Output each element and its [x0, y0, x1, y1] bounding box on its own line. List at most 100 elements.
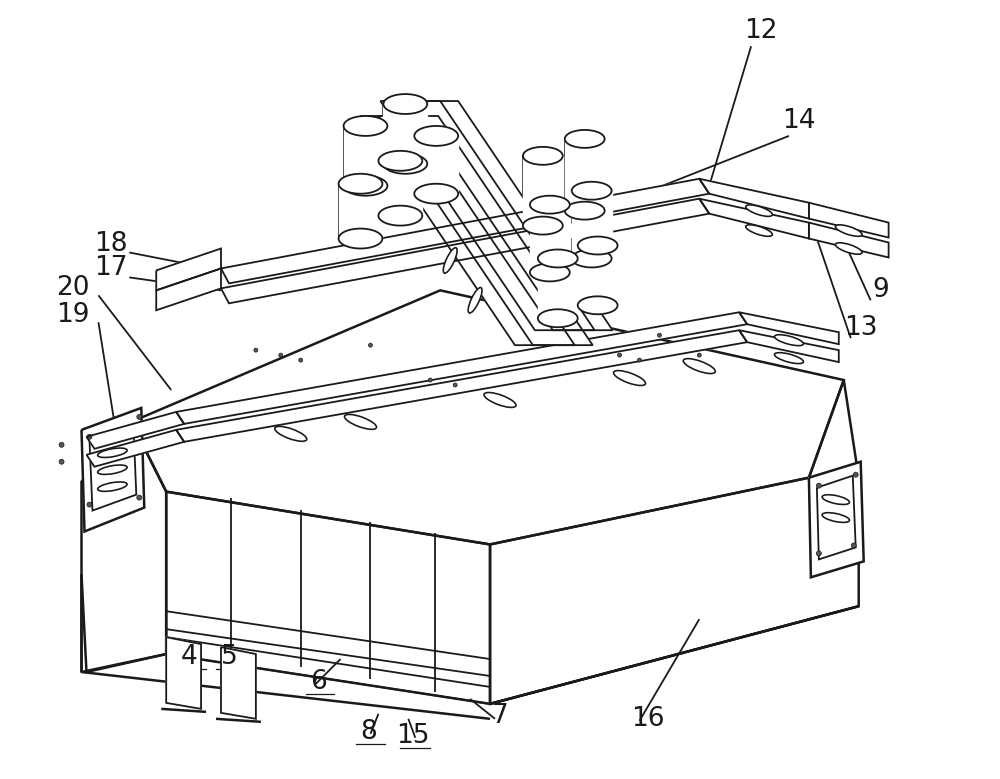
Polygon shape — [398, 101, 613, 330]
Ellipse shape — [835, 243, 862, 254]
Text: 18: 18 — [94, 231, 128, 256]
Ellipse shape — [378, 151, 422, 171]
Polygon shape — [221, 178, 709, 284]
Text: 8: 8 — [360, 719, 377, 745]
Ellipse shape — [528, 228, 532, 233]
Ellipse shape — [816, 483, 821, 488]
Polygon shape — [221, 647, 256, 719]
Polygon shape — [166, 492, 490, 704]
Ellipse shape — [572, 249, 612, 267]
Polygon shape — [176, 330, 747, 442]
Polygon shape — [156, 249, 221, 291]
Text: 17: 17 — [94, 256, 128, 281]
Polygon shape — [378, 160, 422, 216]
Ellipse shape — [98, 465, 127, 474]
Ellipse shape — [339, 228, 382, 249]
Ellipse shape — [368, 344, 372, 347]
Text: 7: 7 — [492, 703, 508, 729]
Text: 15: 15 — [397, 723, 430, 749]
Text: 4: 4 — [181, 644, 197, 670]
Ellipse shape — [618, 353, 622, 357]
Polygon shape — [699, 199, 809, 238]
Ellipse shape — [851, 543, 856, 548]
Ellipse shape — [344, 116, 387, 136]
Text: 14: 14 — [782, 108, 816, 134]
Ellipse shape — [565, 202, 605, 220]
Ellipse shape — [558, 249, 562, 252]
Ellipse shape — [835, 225, 862, 236]
Ellipse shape — [137, 495, 142, 500]
Ellipse shape — [538, 249, 578, 267]
Polygon shape — [156, 269, 221, 310]
Ellipse shape — [484, 393, 516, 407]
Text: 5: 5 — [221, 644, 237, 670]
Ellipse shape — [408, 198, 422, 224]
Ellipse shape — [414, 184, 458, 203]
Polygon shape — [572, 191, 612, 259]
Ellipse shape — [339, 174, 382, 194]
Ellipse shape — [414, 126, 458, 146]
Ellipse shape — [523, 217, 563, 234]
Text: 6: 6 — [310, 669, 327, 695]
Ellipse shape — [816, 551, 821, 556]
Ellipse shape — [344, 414, 377, 429]
Polygon shape — [344, 126, 387, 185]
Ellipse shape — [822, 513, 849, 523]
Ellipse shape — [299, 358, 303, 362]
Text: 20: 20 — [57, 275, 90, 301]
Ellipse shape — [344, 176, 387, 196]
Polygon shape — [380, 101, 595, 330]
Polygon shape — [565, 139, 605, 210]
Ellipse shape — [98, 482, 127, 492]
Text: 16: 16 — [631, 706, 664, 731]
Ellipse shape — [822, 495, 849, 505]
Ellipse shape — [746, 225, 772, 236]
Polygon shape — [166, 637, 201, 709]
Polygon shape — [523, 156, 563, 226]
Ellipse shape — [428, 378, 432, 382]
Ellipse shape — [746, 205, 772, 217]
Polygon shape — [81, 408, 144, 531]
Polygon shape — [86, 412, 184, 449]
Polygon shape — [809, 203, 889, 238]
Ellipse shape — [137, 414, 142, 419]
Ellipse shape — [59, 442, 64, 447]
Ellipse shape — [98, 448, 127, 457]
Ellipse shape — [578, 237, 618, 255]
Ellipse shape — [774, 353, 803, 364]
Ellipse shape — [853, 472, 858, 478]
Polygon shape — [86, 430, 184, 467]
Polygon shape — [538, 259, 578, 319]
Polygon shape — [809, 223, 889, 258]
Ellipse shape — [614, 371, 646, 386]
Ellipse shape — [383, 94, 427, 114]
Polygon shape — [339, 184, 382, 238]
Ellipse shape — [530, 263, 570, 281]
Text: 13: 13 — [844, 315, 877, 341]
Ellipse shape — [254, 348, 258, 352]
Polygon shape — [81, 422, 166, 672]
Ellipse shape — [638, 358, 641, 362]
Ellipse shape — [468, 287, 482, 313]
Text: 9: 9 — [872, 277, 889, 303]
Ellipse shape — [378, 206, 422, 226]
Text: 12: 12 — [744, 18, 778, 44]
Polygon shape — [490, 380, 859, 704]
Ellipse shape — [443, 248, 457, 273]
Polygon shape — [378, 116, 593, 345]
Polygon shape — [699, 178, 809, 219]
Ellipse shape — [275, 426, 307, 441]
Ellipse shape — [87, 502, 92, 507]
Ellipse shape — [697, 353, 701, 357]
Polygon shape — [809, 462, 864, 577]
Ellipse shape — [523, 147, 563, 165]
Polygon shape — [383, 104, 427, 164]
Ellipse shape — [87, 435, 92, 439]
Polygon shape — [414, 136, 458, 194]
Text: 19: 19 — [57, 302, 90, 328]
Ellipse shape — [774, 335, 803, 346]
Polygon shape — [578, 245, 618, 305]
Ellipse shape — [453, 383, 457, 387]
Ellipse shape — [565, 130, 605, 148]
Ellipse shape — [538, 309, 578, 327]
